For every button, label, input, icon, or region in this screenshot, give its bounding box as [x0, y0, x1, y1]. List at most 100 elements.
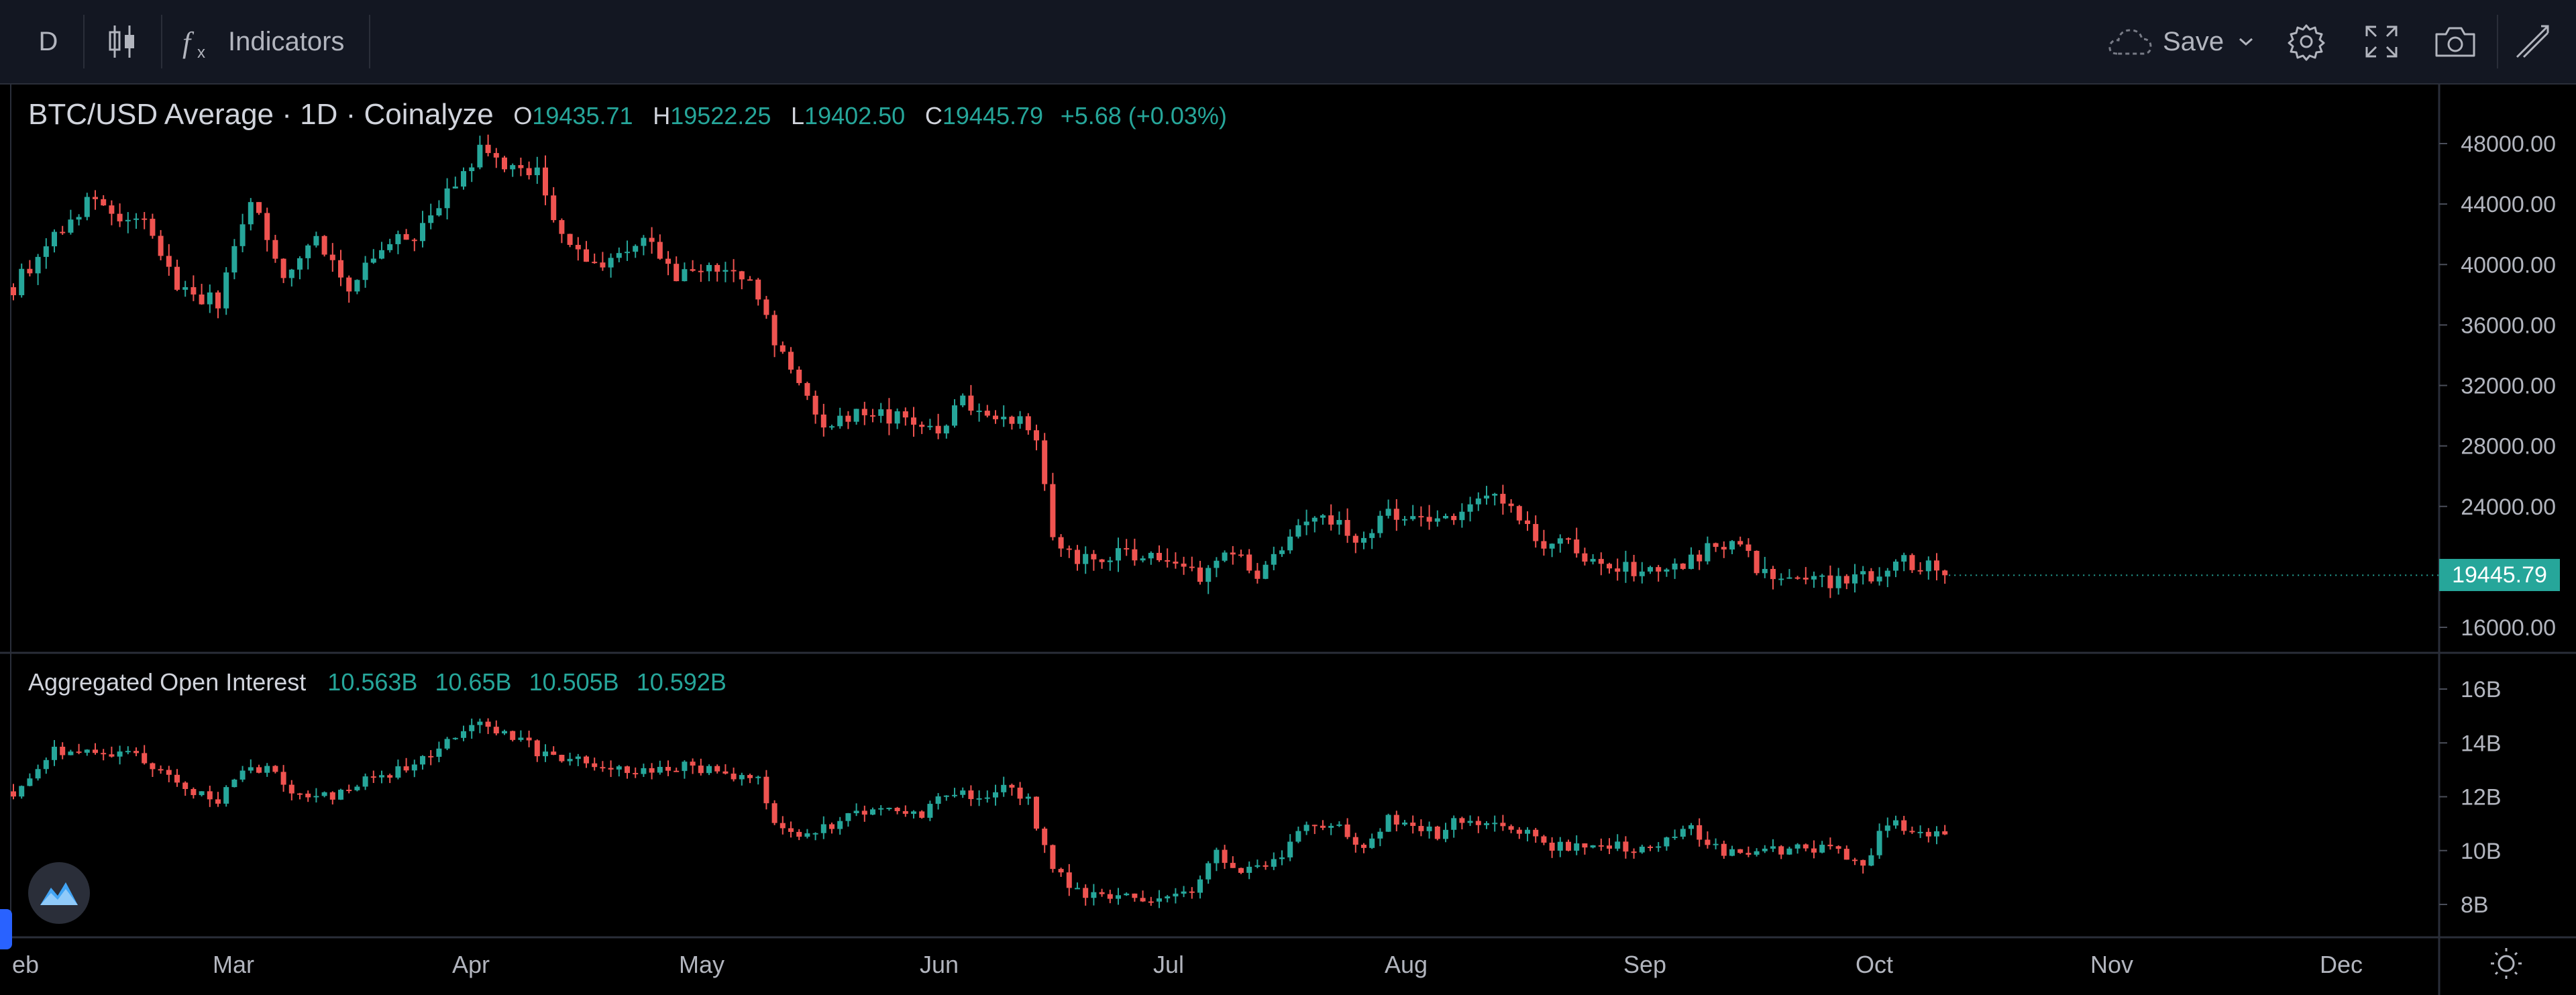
price-candle	[1737, 536, 1743, 547]
price-candle	[739, 270, 745, 290]
oi-candle	[1770, 839, 1776, 852]
screenshot-button[interactable]	[2434, 0, 2477, 83]
price-candle	[1025, 413, 1031, 435]
oi-candle	[1459, 817, 1465, 830]
oi-candle	[976, 790, 982, 806]
indicators-button[interactable]: f x Indicators	[180, 0, 344, 83]
oi-candle	[657, 760, 663, 775]
price-candle	[1557, 534, 1563, 553]
oi-candle	[1099, 888, 1105, 897]
price-candle	[1680, 563, 1686, 570]
oi-candle	[771, 800, 777, 825]
oi-axis[interactable]: 16B 14B 12B 10B 8B	[2439, 677, 2502, 918]
save-menu-button[interactable]	[2237, 0, 2255, 83]
price-candle	[1165, 548, 1171, 568]
chart-svg[interactable]: 48000.00 44000.00 40000.00 36000.00 32000.00…	[0, 85, 2576, 995]
price-candle	[526, 161, 532, 180]
settings-button[interactable]	[2286, 0, 2326, 83]
oi-candle	[804, 829, 810, 839]
price-candle	[616, 247, 622, 262]
price-candle	[1058, 534, 1064, 557]
oi-candle	[1050, 844, 1056, 873]
price-candle	[1467, 496, 1473, 522]
price-candle	[93, 190, 98, 210]
oi-candle	[1230, 856, 1236, 868]
price-candle	[567, 233, 573, 248]
interval-button[interactable]: D	[35, 0, 62, 83]
price-candle	[1631, 554, 1637, 582]
time-tick-label: Oct	[1856, 951, 1893, 978]
oi-candle	[731, 768, 737, 782]
price-candle	[1426, 505, 1432, 530]
time-tick-label: eb	[12, 951, 39, 978]
oi-candle	[1377, 828, 1383, 847]
price-candle	[1525, 511, 1530, 531]
price-candle	[1254, 563, 1260, 584]
price-candle	[43, 238, 49, 269]
oi-candle	[943, 795, 949, 801]
fullscreen-button[interactable]	[2363, 0, 2400, 83]
oi-candle	[1942, 825, 1948, 835]
sidebar-toggle-button[interactable]	[0, 909, 12, 949]
oi-candle	[420, 755, 425, 770]
price-candle	[510, 163, 516, 177]
price-candle	[984, 405, 990, 418]
oi-candle	[1418, 819, 1424, 837]
oi-candle	[1214, 847, 1220, 872]
oi-candle	[600, 761, 606, 772]
time-tick-label: Jun	[920, 951, 959, 978]
price-candle	[403, 229, 409, 240]
price-candle	[109, 200, 115, 225]
price-candle	[1533, 515, 1539, 548]
oi-candle	[1091, 884, 1097, 906]
oi-candle	[1729, 845, 1735, 857]
oi-candle	[452, 737, 458, 740]
time-tick-label: May	[679, 951, 724, 978]
oi-candle	[1566, 839, 1571, 851]
price-candle	[543, 155, 548, 205]
symbol-title[interactable]: BTC/USD Average · 1D · Coinalyze	[28, 98, 494, 131]
indicators-label: Indicators	[228, 26, 345, 56]
oi-candle	[1426, 821, 1432, 839]
oi-candle	[1934, 826, 1939, 845]
time-axis[interactable]: eb Mar Apr May Jun Jul Aug Sep Oct Nov Dec	[12, 951, 2363, 978]
oi-candle	[1648, 845, 1653, 851]
high-key: H	[653, 102, 671, 129]
save-button[interactable]: Save	[2108, 0, 2224, 83]
oi-candle	[1042, 827, 1048, 853]
oi-tick-label: 14B	[2461, 731, 2502, 756]
price-candle	[747, 276, 753, 281]
publish-button[interactable]	[2514, 0, 2551, 83]
oi-candle	[1925, 828, 1931, 843]
price-candle	[1516, 505, 1522, 525]
oi-title[interactable]: Aggregated Open Interest	[28, 668, 307, 696]
oi-candle	[780, 816, 786, 835]
oi-candle	[395, 760, 401, 780]
oi-candle	[27, 773, 33, 786]
oi-candle	[207, 786, 213, 807]
oi-candle	[1001, 776, 1007, 797]
oi-candle	[706, 764, 712, 776]
oi-candle	[370, 770, 376, 783]
price-candle	[551, 187, 557, 223]
settings-corner-button[interactable]	[2491, 948, 2522, 979]
price-candle	[272, 235, 278, 263]
price-candle	[1352, 533, 1358, 554]
oi-candle	[297, 792, 303, 800]
chart-area[interactable]: 48000.00 44000.00 40000.00 36000.00 32000.00…	[0, 85, 2576, 995]
price-candle	[1214, 557, 1220, 578]
price-candle	[976, 403, 982, 422]
price-tick-label: 24000.00	[2461, 494, 2556, 520]
price-candle	[690, 260, 696, 272]
price-candle	[68, 209, 74, 235]
price-candle	[338, 250, 343, 286]
oi-candle	[150, 762, 156, 777]
price-candle	[1099, 559, 1105, 569]
chart-type-button[interactable]	[101, 0, 144, 83]
price-candle	[1311, 516, 1318, 533]
coinalyze-logo[interactable]	[28, 862, 90, 924]
oi-candle	[551, 746, 557, 755]
oi-candle	[1344, 818, 1350, 839]
low-key: L	[791, 102, 805, 129]
oi-candle	[993, 784, 998, 806]
